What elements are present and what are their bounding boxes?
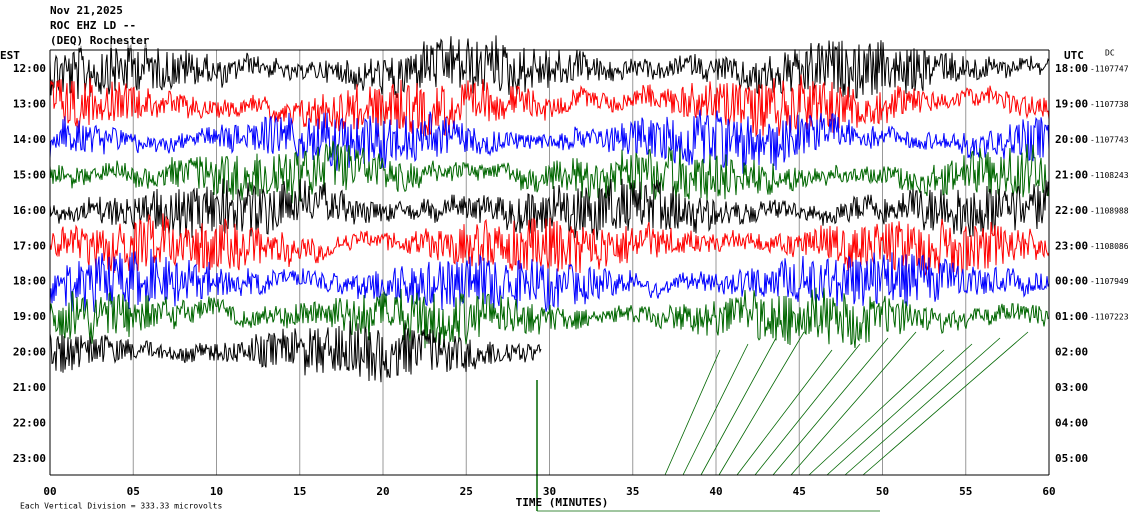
right-tick-label: 00:00 <box>1055 275 1088 288</box>
x-tick-label: 25 <box>460 485 473 498</box>
header-line: ROC EHZ LD -- <box>50 19 136 32</box>
trace <box>49 213 1050 276</box>
x-tick-label: 20 <box>376 485 389 498</box>
left-tick-label: 21:00 <box>13 381 46 394</box>
left-tick-label: 17:00 <box>13 239 46 252</box>
x-tick-label: 60 <box>1042 485 1055 498</box>
left-tick-label: 14:00 <box>13 133 46 146</box>
traces <box>49 35 1050 512</box>
left-tick-label: 22:00 <box>13 417 46 430</box>
dc-value: -1107743 <box>1090 135 1129 144</box>
trace <box>49 109 1050 174</box>
x-tick-label: 00 <box>43 485 56 498</box>
right-axis-title: UTC <box>1064 49 1084 62</box>
right-tick-label: 05:00 <box>1055 452 1088 465</box>
cal-line <box>826 343 973 476</box>
header-line: Nov 21,2025 <box>50 4 123 17</box>
cal-line <box>754 343 861 476</box>
cal-line <box>682 343 749 476</box>
dc-value: -1108243 <box>1090 171 1129 180</box>
dc-title: DC <box>1105 49 1115 58</box>
left-tick-label: 15:00 <box>13 168 46 181</box>
right-tick-label: 01:00 <box>1055 310 1088 323</box>
dc-value: -1107223 <box>1090 313 1129 322</box>
cal-line <box>700 337 777 476</box>
right-tick-label: 19:00 <box>1055 97 1088 110</box>
x-tick-label: 40 <box>709 485 722 498</box>
left-tick-label: 18:00 <box>13 275 46 288</box>
cal-line <box>790 331 917 476</box>
left-tick-label: 12:00 <box>13 62 46 75</box>
x-tick-label: 50 <box>876 485 889 498</box>
trace <box>49 178 1050 241</box>
left-axis-title: EST <box>0 49 20 62</box>
trace <box>49 74 1050 138</box>
x-tick-label: 05 <box>127 485 140 498</box>
right-tick-label: 21:00 <box>1055 168 1088 181</box>
header-line: (DEQ) Rochester <box>50 34 150 47</box>
cal-line <box>718 331 805 476</box>
x-tick-label: 55 <box>959 485 972 498</box>
dc-value: -1108086 <box>1090 242 1129 251</box>
left-tick-label: 19:00 <box>13 310 46 323</box>
footer-note: Each Vertical Division = 333.33 microvol… <box>20 502 222 511</box>
right-tick-label: 02:00 <box>1055 346 1088 359</box>
dc-value: -1107747 <box>1090 65 1129 74</box>
left-tick-label: 16:00 <box>13 204 46 217</box>
right-tick-label: 04:00 <box>1055 417 1088 430</box>
right-tick-label: 20:00 <box>1055 133 1088 146</box>
x-tick-label: 15 <box>293 485 306 498</box>
cal-line <box>736 349 833 476</box>
right-tick-label: 22:00 <box>1055 204 1088 217</box>
cal-line <box>772 337 889 476</box>
x-axis-title: TIME (MINUTES) <box>516 496 609 509</box>
x-tick-label: 10 <box>210 485 223 498</box>
right-tick-label: 23:00 <box>1055 239 1088 252</box>
dc-value: -1107738 <box>1090 100 1129 109</box>
dc-value: -1108988 <box>1090 206 1129 215</box>
right-tick-label: 03:00 <box>1055 381 1088 394</box>
labels: 00 05 10 15 20 25 30 35 40 45 50 55 60 12:00 18:00 13:0… <box>13 62 1129 498</box>
trace <box>49 287 1050 349</box>
cal-line <box>844 337 1001 476</box>
header-backdrop <box>48 2 163 48</box>
left-tick-label: 20:00 <box>13 346 46 359</box>
trace <box>49 320 542 383</box>
right-tick-label: 18:00 <box>1055 62 1088 75</box>
x-tick-label: 45 <box>793 485 806 498</box>
x-tick-label: 35 <box>626 485 639 498</box>
cal-line <box>862 331 1029 476</box>
cal-line <box>808 349 945 476</box>
trace <box>49 35 1050 100</box>
dc-value: -1107949 <box>1090 277 1129 286</box>
left-tick-label: 13:00 <box>13 97 46 110</box>
cal-line <box>664 349 721 476</box>
x-tick-label: 30 <box>543 485 556 498</box>
trace <box>49 140 1050 204</box>
left-tick-label: 23:00 <box>13 452 46 465</box>
